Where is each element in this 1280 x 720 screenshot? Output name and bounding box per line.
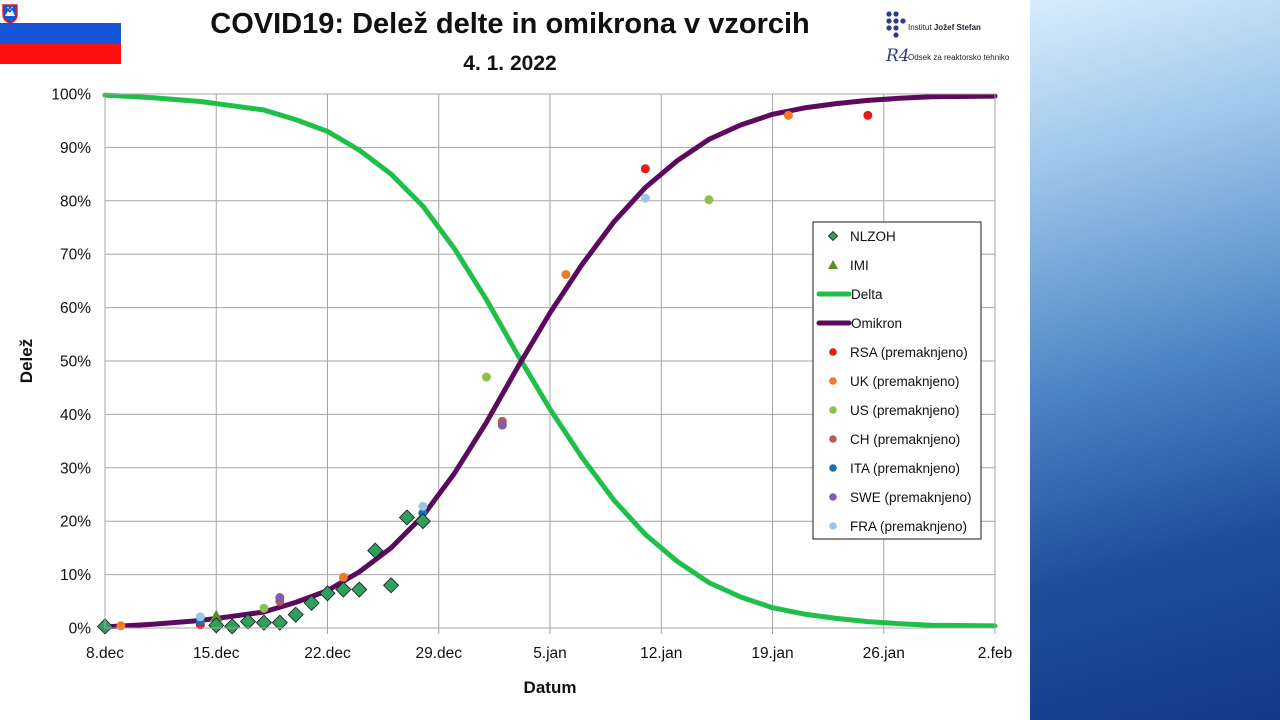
page-subtitle: 4. 1. 2022 (463, 52, 557, 75)
legend-entry: FRA (premaknjeno) (850, 519, 967, 534)
series-line-omikron (102, 93, 998, 630)
y-tick-label: 20% (60, 514, 91, 531)
institute-label: Institut Jožef Stefan (908, 23, 981, 32)
point-rsa (640, 164, 650, 174)
point-fra (195, 612, 205, 622)
y-tick-label: 80% (60, 193, 91, 210)
y-axis-label: Delež (17, 339, 36, 383)
ijs-dots-icon (886, 11, 906, 38)
point-imi (209, 609, 223, 622)
y-tick-labels: 0% 10% 20% 30% 40% 50% 60% 70% 80% 90% 100% (51, 87, 91, 638)
y-tick-label: 30% (60, 460, 91, 477)
legend-entry: NLZOH (850, 229, 896, 244)
point-fra (640, 193, 650, 203)
legend-swatch-ch (829, 435, 837, 443)
point-us (704, 195, 714, 205)
x-tick-label: 2.feb (978, 645, 1012, 662)
point-nlzoh (255, 614, 272, 631)
point-nlzoh (271, 614, 288, 631)
legend: NLZOH IMI Delta Omikron RSA (premaknjeno) UK … (812, 221, 982, 540)
point-uk (561, 269, 571, 279)
chart-lines (102, 92, 998, 630)
x-tick-label: 5.jan (533, 645, 567, 662)
series-line-delta (102, 92, 998, 629)
x-tick-label: 22.dec (304, 645, 351, 662)
y-tick-label: 90% (60, 140, 91, 157)
y-tick-label: 50% (60, 354, 91, 371)
chart-points (96, 110, 873, 635)
y-tick-label: 10% (60, 567, 91, 584)
point-uk (338, 572, 348, 582)
point-nlzoh (335, 581, 352, 598)
legend-entry: UK (premaknjeno) (850, 374, 960, 389)
x-tick-label: 8.dec (86, 645, 124, 662)
slide-side-gradient (1030, 0, 1280, 720)
point-nlzoh (383, 577, 400, 594)
point-rsa (863, 110, 873, 120)
point-nlzoh (414, 513, 431, 530)
legend-entry: RSA (premaknjeno) (850, 345, 968, 360)
legend-swatch-uk (829, 377, 837, 385)
point-nlzoh (224, 618, 241, 635)
x-tick-label: 19.jan (751, 645, 793, 662)
legend-box (812, 221, 982, 540)
point-nlzoh (351, 581, 368, 598)
x-tick-label: 15.dec (193, 645, 240, 662)
chart: 0% 10% 20% 30% 40% 50% 60% 70% 80% 90% 100% 8.dec 1… (17, 87, 1012, 698)
point-us (259, 603, 269, 613)
legend-entry: US (premaknjeno) (850, 403, 960, 418)
page-title: COVID19: Delež delte in omikrona v vzorc… (210, 8, 810, 40)
legend-entry: IMI (850, 258, 869, 273)
slovenia-flag-icon (0, 2, 121, 64)
point-nlzoh (319, 585, 336, 602)
legend-swatch-swe (829, 493, 837, 501)
legend-swatch-imi (828, 260, 838, 269)
x-tick-label: 29.dec (415, 645, 462, 662)
legend-entry: CH (premaknjeno) (850, 432, 960, 447)
point-nlzoh (367, 542, 384, 559)
department-mark: R4 (886, 46, 910, 66)
legend-swatch-nlzoh (827, 230, 839, 242)
x-tick-label: 26.jan (863, 645, 905, 662)
point-swe (275, 593, 285, 603)
slide: COVID19: Delež delte in omikrona v vzorc… (0, 0, 1031, 720)
legend-entry: ITA (premaknjeno) (850, 461, 960, 476)
legend-swatch-ita (829, 464, 837, 472)
y-tick-label: 0% (69, 621, 92, 638)
legend-swatch-us (829, 406, 837, 414)
legend-entry: Omikron (851, 316, 902, 331)
department-label: Odsek za reaktorsko tehniko (908, 53, 1010, 62)
point-uk (783, 110, 793, 120)
x-axis-label: Datum (524, 678, 577, 697)
point-fra (418, 501, 428, 511)
legend-entry: Delta (851, 287, 883, 302)
legend-swatch-rsa (829, 348, 837, 356)
point-us (481, 372, 491, 382)
point-uk (116, 621, 126, 631)
legend-swatch-fra (829, 522, 837, 530)
point-nlzoh (398, 509, 416, 526)
point-swe (497, 420, 507, 430)
plot-frame (104, 93, 996, 629)
y-tick-label: 60% (60, 300, 91, 317)
point-nlzoh (208, 617, 225, 634)
x-tick-labels: 8.dec 15.dec 22.dec 29.dec 5.jan 12.jan 19.jan… (86, 645, 1012, 662)
legend-entry: SWE (premaknjeno) (850, 490, 972, 505)
point-nlzoh (239, 613, 257, 630)
point-nlzoh (303, 594, 320, 611)
point-nlzoh (287, 606, 304, 623)
y-tick-label: 70% (60, 247, 91, 264)
institute-logo: Institut Jožef Stefan R4 Odsek za reakto… (884, 10, 1024, 72)
y-tick-label: 100% (51, 87, 91, 104)
x-tick-label: 12.jan (640, 645, 682, 662)
y-tick-label: 40% (60, 407, 91, 424)
